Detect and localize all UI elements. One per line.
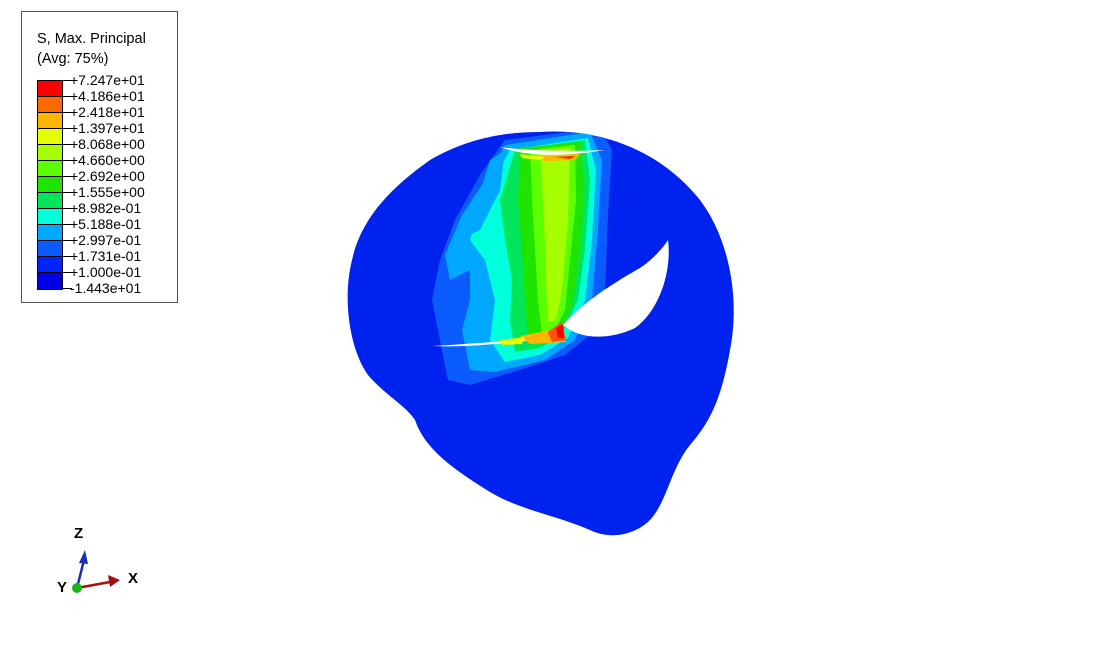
legend-value: +2.692e+00 xyxy=(62,168,145,184)
legend-swatch xyxy=(38,97,62,113)
axis-triad: Z X Y xyxy=(57,525,138,596)
z-arrow-head xyxy=(79,550,88,564)
legend-value: +7.247e+01 xyxy=(62,72,145,88)
legend-color-bar xyxy=(37,80,63,290)
y-axis-label: Y xyxy=(57,579,67,596)
z-axis-label: Z xyxy=(74,525,83,542)
legend-value: +8.068e+00 xyxy=(62,136,145,152)
model-opening xyxy=(563,240,669,337)
contour-legend: S, Max. Principal (Avg: 75%) +7.247e+01 +… xyxy=(21,11,178,303)
legend-value: +2.418e+01 xyxy=(62,104,145,120)
legend-subtitle: (Avg: 75%) xyxy=(37,51,109,67)
legend-swatch xyxy=(38,241,62,257)
lower-crack xyxy=(432,322,566,347)
upper-crack xyxy=(500,147,605,161)
legend-value: +1.397e+01 xyxy=(62,120,145,136)
legend-value: +1.000e-01 xyxy=(62,264,141,280)
x-axis-label: X xyxy=(128,570,138,587)
y-axis-dot xyxy=(72,583,82,593)
legend-swatch xyxy=(38,113,62,129)
legend-value: +1.731e-01 xyxy=(62,248,141,264)
legend-swatch xyxy=(38,209,62,225)
x-arrow-head xyxy=(108,575,120,587)
stress-contour-band xyxy=(432,131,612,385)
legend-value: +2.997e-01 xyxy=(62,232,141,248)
legend-swatch xyxy=(38,225,62,241)
legend-swatch xyxy=(38,193,62,209)
legend-value: +4.186e+01 xyxy=(62,88,145,104)
legend-swatch xyxy=(38,177,62,193)
legend-title: S, Max. Principal xyxy=(37,31,146,47)
legend-value: +4.660e+00 xyxy=(62,152,145,168)
x-axis-arrow xyxy=(76,580,111,590)
legend-swatch xyxy=(38,161,62,177)
legend-swatch xyxy=(38,129,62,145)
legend-swatch xyxy=(38,257,62,273)
legend-swatch xyxy=(38,273,62,289)
legend-swatch xyxy=(38,145,62,161)
legend-swatch xyxy=(38,81,62,97)
legend-value: +8.982e-01 xyxy=(62,200,141,216)
legend-value: +1.555e+00 xyxy=(62,184,145,200)
legend-value: +5.188e-01 xyxy=(62,216,141,232)
legend-value: -1.443e+01 xyxy=(62,280,141,296)
